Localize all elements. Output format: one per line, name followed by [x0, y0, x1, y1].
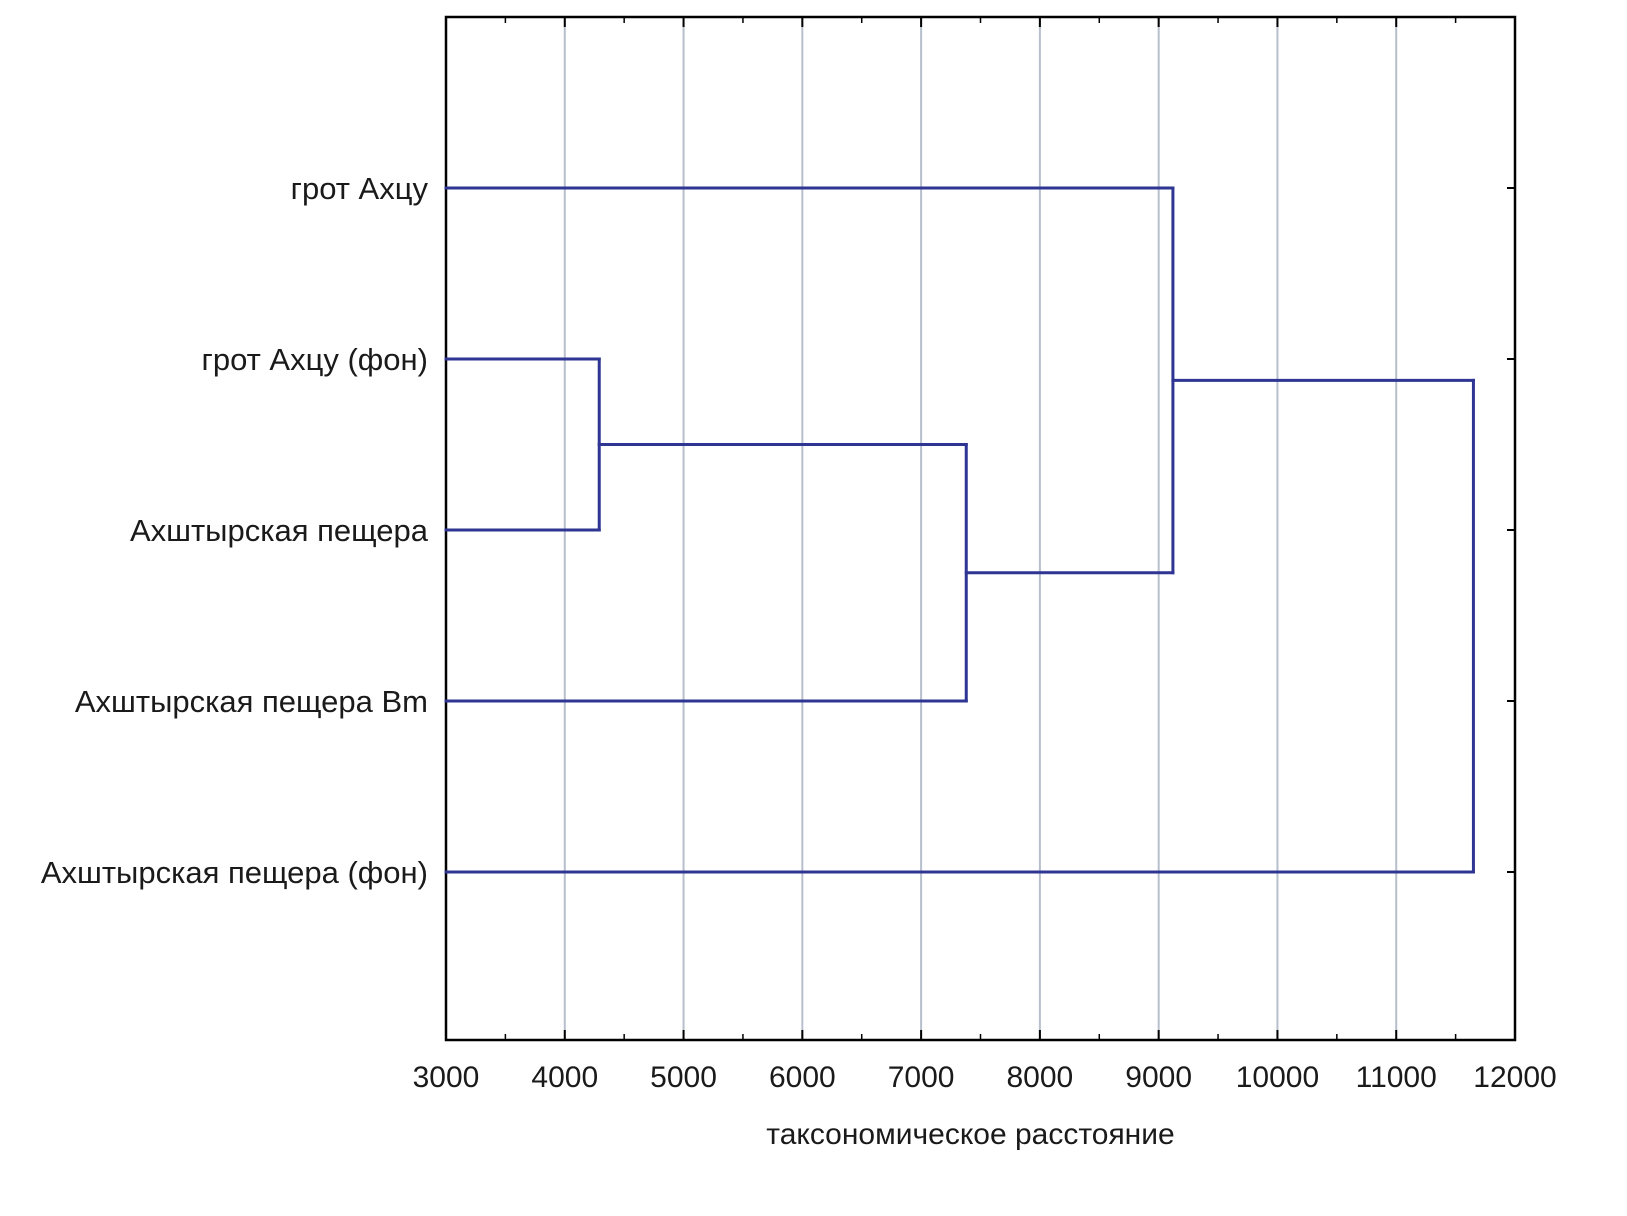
leaf-label: грот Ахцу — [291, 171, 429, 206]
dendrogram-links — [444, 186, 1475, 874]
leaf-label: грот Ахцу (фон) — [202, 342, 428, 377]
x-tick-label-4000: 4000 — [531, 1061, 598, 1094]
x-tick-label-9000: 9000 — [1125, 1061, 1192, 1094]
x-tick-label-10000: 10000 — [1236, 1061, 1319, 1094]
x-tick-label-3000: 3000 — [413, 1061, 480, 1094]
x-tick-label-5000: 5000 — [650, 1061, 717, 1094]
axis-ticks — [445, 17, 1516, 1040]
x-tick-label-12000: 12000 — [1473, 1061, 1556, 1094]
leaf-label: Ахштырская пещера Bm — [75, 684, 428, 719]
x-tick-labels: 3000 4000 5000 6000 7000 8000 9000 10000 11000 12… — [413, 1061, 1557, 1094]
x-tick-label-7000: 7000 — [888, 1061, 955, 1094]
grid-lines — [563, 17, 1398, 1040]
x-tick-label-6000: 6000 — [769, 1061, 836, 1094]
x-tick-label-11000: 11000 — [1356, 1061, 1437, 1094]
leaf-labels: грот Ахцу грот Ахцу (фон) Ахштырская пещер… — [41, 171, 429, 890]
x-axis-title: таксономическое расстояние — [766, 1118, 1174, 1151]
x-tick-label-8000: 8000 — [1007, 1061, 1074, 1094]
plot-frame — [444, 15, 1517, 1042]
leaf-label: Ахштырская пещера (фон) — [41, 855, 428, 890]
leaf-label: Ахштырская пещера — [130, 513, 429, 548]
